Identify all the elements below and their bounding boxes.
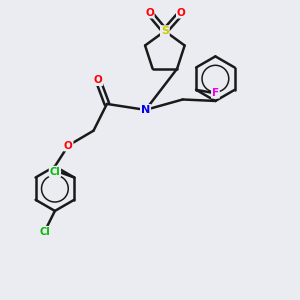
Text: Cl: Cl [39,227,50,237]
Text: F: F [212,88,219,98]
Text: O: O [145,8,154,18]
Text: O: O [177,8,186,18]
Text: N: N [141,105,150,115]
Text: O: O [94,75,102,85]
Text: S: S [161,26,169,36]
Text: O: O [64,140,73,151]
Text: Cl: Cl [50,167,60,176]
